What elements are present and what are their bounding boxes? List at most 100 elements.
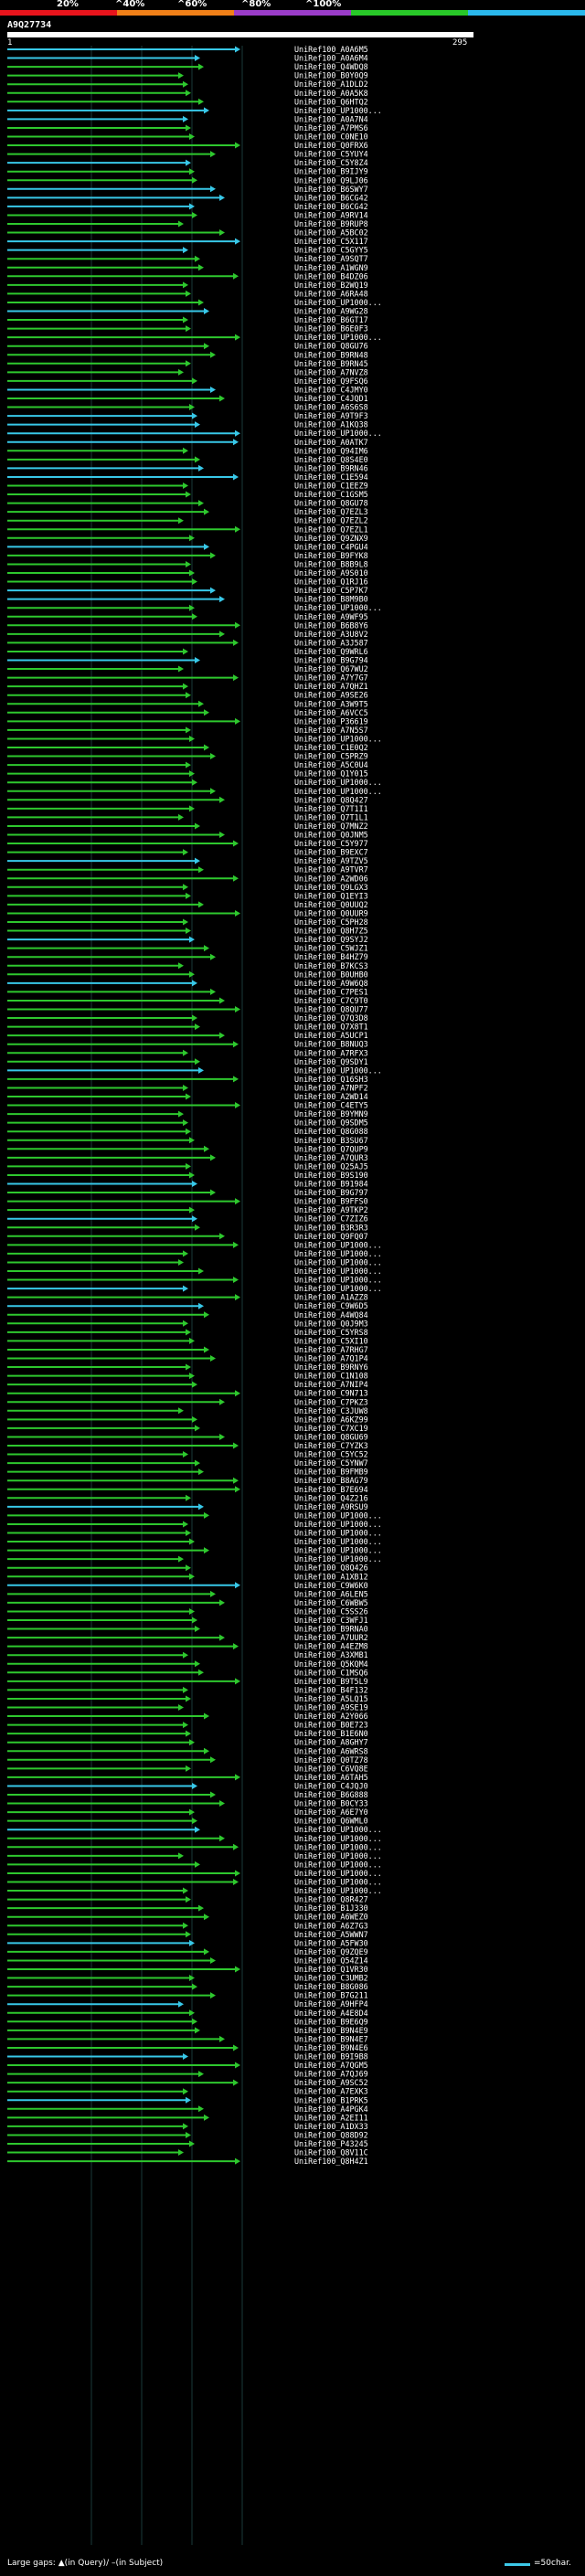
hit-label[interactable]: UniRef100_UP1000...	[294, 1834, 382, 1843]
hit-label[interactable]: UniRef100_UP1000...	[294, 1825, 382, 1834]
hit-label[interactable]: UniRef100_B1J330	[294, 1903, 368, 1913]
hit-label[interactable]: UniRef100_A4EZM8	[294, 1642, 368, 1651]
hit-label[interactable]: UniRef100_C9W6D5	[294, 1301, 368, 1310]
hit-label[interactable]: UniRef100_A1KQ38	[294, 420, 368, 429]
hit-label[interactable]: UniRef100_Q4WDQ8	[294, 62, 368, 71]
hit-label[interactable]: UniRef100_B8G086	[294, 1982, 368, 1991]
hit-label[interactable]: UniRef100_A6VCC5	[294, 708, 368, 717]
hit-label[interactable]: UniRef100_A9TZV5	[294, 856, 368, 865]
hit-label[interactable]: UniRef100_B7E694	[294, 1485, 368, 1494]
hit-label[interactable]: UniRef100_B9RN48	[294, 350, 368, 359]
hit-label[interactable]: UniRef100_A9WG28	[294, 307, 368, 316]
hit-label[interactable]: UniRef100_B9G794	[294, 656, 368, 665]
hit-label[interactable]: UniRef100_A5FW30	[294, 1938, 368, 1947]
hit-label[interactable]: UniRef100_Q7EZL3	[294, 507, 368, 516]
hit-label[interactable]: UniRef100_A6WRS8	[294, 1746, 368, 1755]
hit-label[interactable]: UniRef100_A7NPF2	[294, 1083, 368, 1092]
hit-label[interactable]: UniRef100_A9SE26	[294, 691, 368, 700]
hit-label[interactable]: UniRef100_C5Y8Z4	[294, 158, 368, 167]
hit-label[interactable]: UniRef100_A5WWN7	[294, 1930, 368, 1939]
hit-label[interactable]: UniRef100_C3UMB2	[294, 1974, 368, 1983]
hit-label[interactable]: UniRef100_C7PKZ3	[294, 1397, 368, 1406]
hit-label[interactable]: UniRef100_A9S010	[294, 568, 368, 578]
hit-label[interactable]: UniRef100_Q7T1I1	[294, 804, 368, 813]
hit-label[interactable]: UniRef100_B6B8Y6	[294, 620, 368, 630]
hit-label[interactable]: UniRef100_C5GYY5	[294, 246, 368, 255]
hit-label[interactable]: UniRef100_A9HFP4	[294, 1999, 368, 2009]
hit-label[interactable]: UniRef100_B8M9B0	[294, 595, 368, 604]
hit-label[interactable]: UniRef100_UP1000...	[294, 298, 382, 307]
hit-label[interactable]: UniRef100_Q7EZL2	[294, 516, 368, 525]
hit-label[interactable]: UniRef100_P43245	[294, 2139, 368, 2148]
hit-label[interactable]: UniRef100_Q9LJ06	[294, 175, 368, 185]
hit-label[interactable]: UniRef100_A7NIP4	[294, 1380, 368, 1389]
hit-label[interactable]: UniRef100_A1AZZ8	[294, 1293, 368, 1302]
hit-label[interactable]: UniRef100_A0ATK7	[294, 438, 368, 447]
hit-label[interactable]: UniRef100_B9YMN9	[294, 1109, 368, 1118]
hit-label[interactable]: UniRef100_B8B9L8	[294, 559, 368, 568]
hit-label[interactable]: UniRef100_A5UCP1	[294, 1031, 368, 1040]
hit-label[interactable]: UniRef100_A9SE19	[294, 1703, 368, 1712]
hit-label[interactable]: UniRef100_Q8G088	[294, 1127, 368, 1136]
hit-label[interactable]: UniRef100_A4PGK4	[294, 2104, 368, 2114]
hit-label[interactable]: UniRef100_Q1Y015	[294, 769, 368, 779]
hit-label[interactable]: UniRef100_Q94IM6	[294, 446, 368, 455]
hit-label[interactable]: UniRef100_Q7QUP9	[294, 1144, 368, 1153]
hit-label[interactable]: UniRef100_A9T9F3	[294, 411, 368, 420]
hit-label[interactable]: UniRef100_UP1000...	[294, 1537, 382, 1546]
hit-label[interactable]: UniRef100_B6SWY7	[294, 185, 368, 194]
hit-label[interactable]: UniRef100_A7N5S7	[294, 726, 368, 735]
hit-label[interactable]: UniRef100_Q9ZQE9	[294, 1947, 368, 1956]
hit-label[interactable]: UniRef100_C1GSM5	[294, 490, 368, 499]
hit-label[interactable]: UniRef100_A6Z7G3	[294, 1921, 368, 1930]
hit-label[interactable]: UniRef100_B0E723	[294, 1721, 368, 1730]
hit-label[interactable]: UniRef100_UP1000...	[294, 333, 382, 342]
hit-label[interactable]: UniRef100_A6KZ99	[294, 1415, 368, 1424]
hit-label[interactable]: UniRef100_C7C9T0	[294, 996, 368, 1005]
hit-label[interactable]: UniRef100_C5WJZ1	[294, 944, 368, 953]
hit-label[interactable]: UniRef100_C7ZIZ6	[294, 1214, 368, 1224]
hit-label[interactable]: UniRef100_Q5KQM4	[294, 1659, 368, 1669]
hit-label[interactable]: UniRef100_A6TAH5	[294, 1773, 368, 1782]
hit-label[interactable]: UniRef100_A7QJ69	[294, 2070, 368, 2079]
hit-label[interactable]: UniRef100_Q0TZ78	[294, 1755, 368, 1765]
hit-label[interactable]: UniRef100_Q9SDY1	[294, 1057, 368, 1066]
hit-label[interactable]: UniRef100_UP1000...	[294, 1554, 382, 1564]
hit-label[interactable]: UniRef100_C1EEZ9	[294, 482, 368, 491]
hit-label[interactable]: UniRef100_B9RUP8	[294, 219, 368, 228]
hit-label[interactable]: UniRef100_B9FFS0	[294, 1197, 368, 1206]
hit-label[interactable]: UniRef100_B8NUQ3	[294, 1040, 368, 1049]
hit-label[interactable]: UniRef100_C5SS26	[294, 1606, 368, 1616]
hit-label[interactable]: UniRef100_C5YC52	[294, 1450, 368, 1459]
hit-label[interactable]: UniRef100_A7RFX3	[294, 1048, 368, 1057]
hit-label[interactable]: UniRef100_Q8GU78	[294, 499, 368, 508]
hit-label[interactable]: UniRef100_UP1000...	[294, 106, 382, 115]
hit-label[interactable]: UniRef100_A7Q1P4	[294, 1354, 368, 1363]
hit-label[interactable]: UniRef100_C6VQ8E	[294, 1764, 368, 1773]
hit-label[interactable]: UniRef100_B2WQ19	[294, 281, 368, 290]
hit-label[interactable]: UniRef100_B9RN46	[294, 463, 368, 472]
hit-label[interactable]: UniRef100_B9G797	[294, 1188, 368, 1197]
hit-label[interactable]: UniRef100_A5LQ15	[294, 1694, 368, 1703]
hit-label[interactable]: UniRef100_C1E0Q2	[294, 743, 368, 752]
hit-label[interactable]: UniRef100_A1DX33	[294, 2122, 368, 2131]
hit-label[interactable]: UniRef100_C7XC19	[294, 1424, 368, 1433]
hit-label[interactable]: UniRef100_C5X117	[294, 237, 368, 246]
hit-label[interactable]: UniRef100_Q8H4Z1	[294, 2157, 368, 2166]
hit-label[interactable]: UniRef100_A9TVR7	[294, 865, 368, 875]
hit-label[interactable]: UniRef100_UP1000...	[294, 1276, 382, 1285]
hit-label[interactable]: UniRef100_UP1000...	[294, 1249, 382, 1258]
hit-label[interactable]: UniRef100_A3W9T5	[294, 699, 368, 708]
hit-label[interactable]: UniRef100_Q8H7Z5	[294, 927, 368, 936]
hit-label[interactable]: UniRef100_Q8S4E0	[294, 455, 368, 464]
hit-label[interactable]: UniRef100_UP1000...	[294, 1878, 382, 1887]
hit-label[interactable]: UniRef100_A6LEN5	[294, 1589, 368, 1598]
hit-label[interactable]: UniRef100_C4JQJ0	[294, 1781, 368, 1790]
hit-label[interactable]: UniRef100_A1XB12	[294, 1572, 368, 1581]
hit-label[interactable]: UniRef100_C5Y977	[294, 839, 368, 848]
hit-label[interactable]: UniRef100_Q8Q427	[294, 795, 368, 804]
hit-label[interactable]: UniRef100_UP1000...	[294, 1886, 382, 1895]
hit-label[interactable]: UniRef100_Q8V11C	[294, 2148, 368, 2157]
hit-label[interactable]: UniRef100_C5YRS8	[294, 1328, 368, 1337]
hit-label[interactable]: UniRef100_B1E6N0	[294, 1729, 368, 1738]
